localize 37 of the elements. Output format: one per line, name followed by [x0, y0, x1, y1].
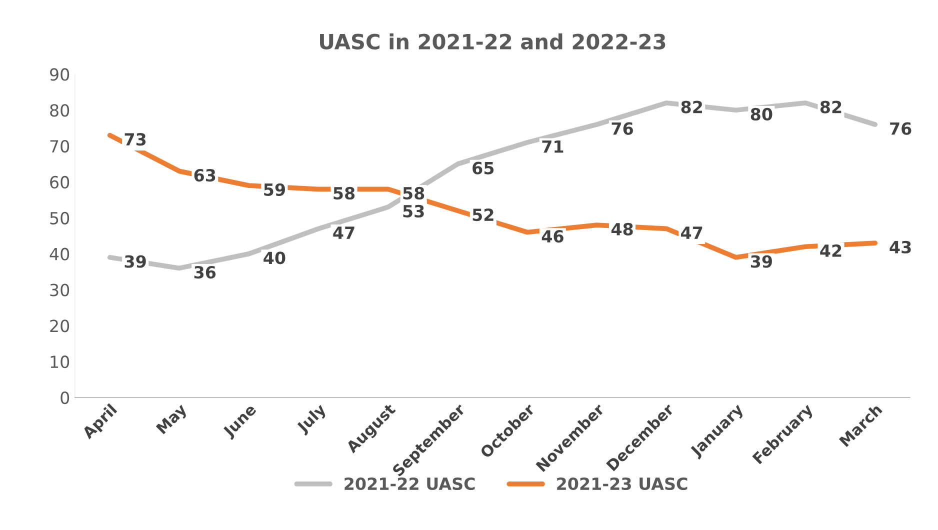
data-label: 47 — [681, 226, 702, 239]
legend-label: 2021-22 UASC — [344, 477, 475, 490]
data-label: 76 — [890, 122, 912, 135]
y-tick-label: 40 — [50, 248, 70, 260]
y-tick-label: 80 — [50, 104, 70, 117]
data-label: 82 — [681, 100, 702, 114]
data-label: 58 — [334, 186, 355, 200]
y-tick-label: 70 — [50, 140, 70, 153]
data-label: 80 — [750, 108, 772, 121]
data-label: 76 — [612, 122, 633, 135]
data-label: 43 — [890, 240, 911, 254]
y-tick-label: 20 — [50, 320, 70, 332]
y-tick-label: 30 — [50, 284, 70, 296]
data-label: 47 — [333, 226, 354, 239]
data-label: 73 — [124, 133, 146, 146]
data-label: 39 — [750, 255, 772, 268]
data-label: 63 — [194, 168, 216, 182]
legend-label: 2021-23 UASC — [557, 477, 688, 490]
data-label: 39 — [124, 255, 146, 268]
data-label: 71 — [542, 140, 564, 153]
y-tick-label: 60 — [50, 176, 70, 189]
data-label: 48 — [611, 222, 633, 236]
data-label: 52 — [472, 208, 494, 222]
data-label: 53 — [403, 204, 424, 218]
data-label: 59 — [264, 183, 285, 196]
y-tick-label: 10 — [50, 356, 70, 368]
data-label: 65 — [472, 162, 494, 174]
y-tick-label: 0 — [60, 391, 70, 404]
data-label: 46 — [542, 230, 564, 243]
data-label: 42 — [820, 244, 842, 257]
y-tick-label: 90 — [50, 68, 70, 81]
chart-title: UASC in 2021-22 and 2022-23 — [320, 33, 666, 50]
data-label: 36 — [194, 266, 216, 279]
data-label: 40 — [264, 252, 286, 264]
y-tick-label: 50 — [50, 212, 70, 224]
data-label: 58 — [403, 186, 424, 200]
data-label: 82 — [820, 100, 842, 114]
